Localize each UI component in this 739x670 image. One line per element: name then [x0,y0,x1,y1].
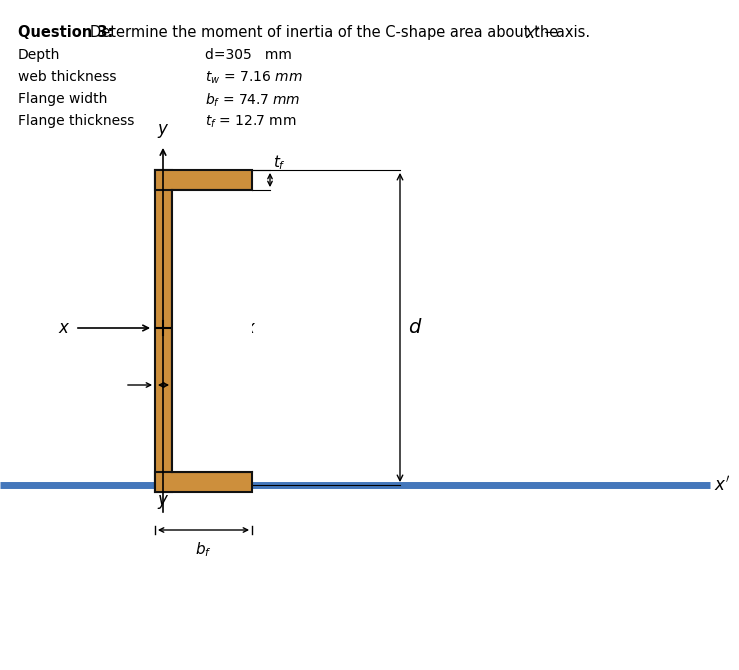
Text: Flange thickness: Flange thickness [18,114,134,128]
Text: $x$: $x$ [58,319,70,337]
Text: $y$: $y$ [157,493,169,511]
Text: d=305   mm: d=305 mm [205,48,292,62]
Text: $\mathbf{\mathit{x'}}$: $\mathbf{\mathit{x'}}$ [525,25,540,42]
Text: $t_f$ = 12.7 mm: $t_f$ = 12.7 mm [205,114,297,131]
Text: −axis.: −axis. [539,25,590,40]
Text: $d$: $d$ [408,318,423,337]
Text: Flange width: Flange width [18,92,107,106]
Text: Determine the moment of inertia of the C-shape area about the: Determine the moment of inertia of the C… [90,25,563,40]
Text: Question 3:: Question 3: [18,25,113,40]
Text: web thickness: web thickness [18,70,117,84]
Bar [155,170,252,190]
Text: $t_w$ = 7.16 $mm$: $t_w$ = 7.16 $mm$ [205,70,302,86]
Text: $x'$: $x'$ [714,476,730,494]
Text: $x$: $x$ [244,319,256,337]
Text: $b_f$: $b_f$ [195,540,212,559]
Bar [155,472,252,492]
Text: $b_f$ = 74.7 $mm$: $b_f$ = 74.7 $mm$ [205,92,300,109]
Text: $y$: $y$ [157,122,169,140]
Bar [172,190,252,472]
Bar [155,170,172,492]
Text: Depth: Depth [18,48,61,62]
Text: $t_w$: $t_w$ [176,376,193,395]
Text: $t_f$: $t_f$ [273,153,286,172]
